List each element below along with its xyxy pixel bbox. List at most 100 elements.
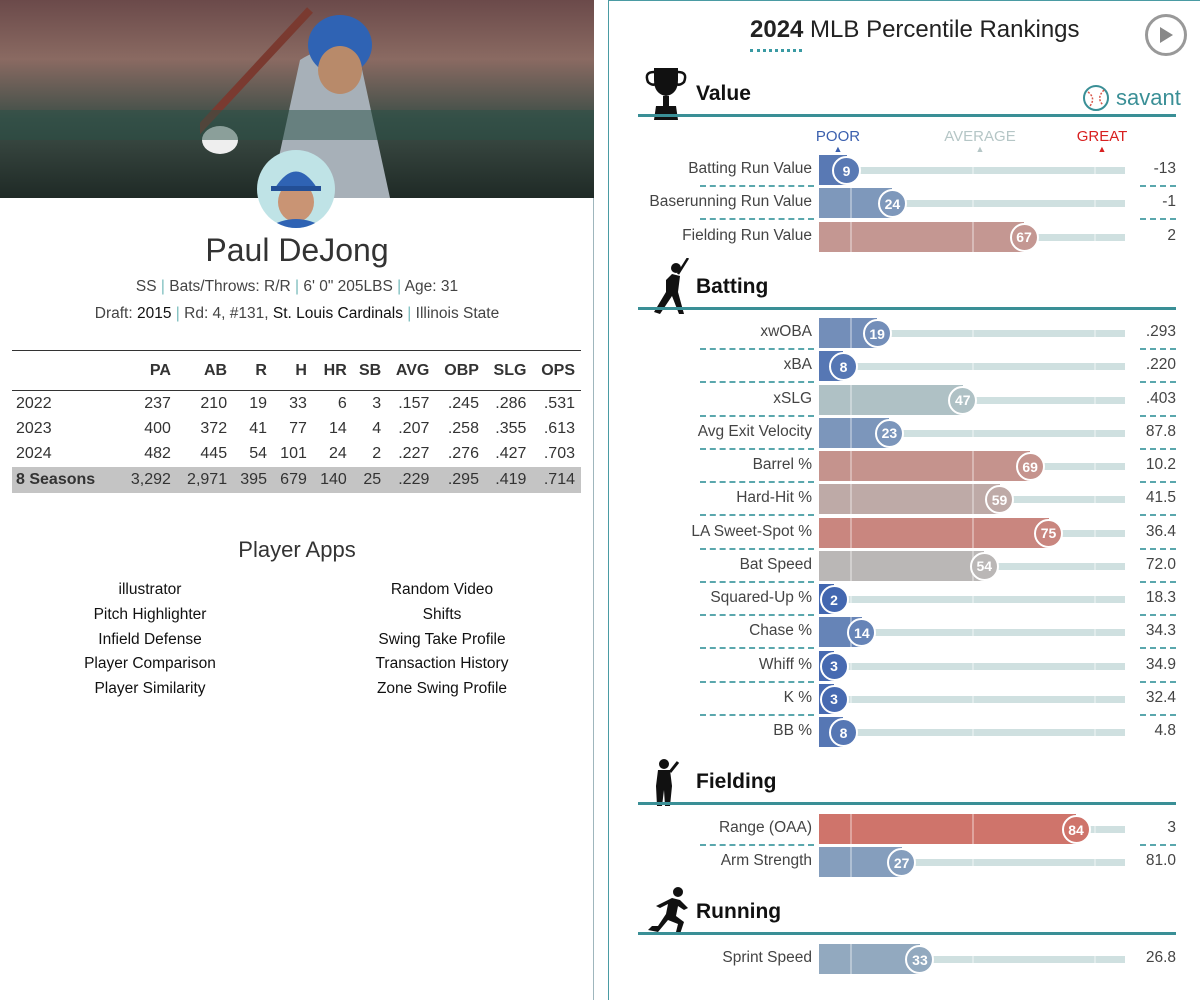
metric-value: .403 [1145, 389, 1176, 407]
metric-label: Fielding Run Value [682, 226, 812, 244]
stats-header-obp: OBP [435, 350, 485, 391]
percentile-badge: 75 [1034, 518, 1063, 548]
percentile-badge: 84 [1061, 815, 1091, 844]
scale-tick [1094, 351, 1097, 382]
percentile-track [819, 596, 1125, 603]
row-separator [1140, 680, 1176, 683]
app-link[interactable]: Pitch Highlighter [93, 605, 207, 623]
scale-tick [849, 847, 852, 878]
player-draft-info: Draft: 2015 | Rd: 4, #131, St. Louis Car… [94, 305, 500, 322]
stats-cell: 482 [144, 445, 171, 463]
percentile-track [819, 629, 1125, 637]
percentile-row[interactable]: Squared-Up % 2 18.3 [638, 583, 1176, 616]
stats-cell: 445 [200, 445, 228, 463]
percentile-track [819, 363, 1125, 371]
app-link[interactable]: Swing Take Profile [378, 630, 506, 648]
stats-cell: .531 [543, 394, 575, 412]
percentile-bar [819, 814, 1077, 844]
title-underline [750, 49, 802, 52]
scale-tick [972, 584, 974, 614]
percentile-badge: 47 [948, 385, 978, 415]
batter-icon [644, 257, 694, 323]
percentile-row[interactable]: LA Sweet-Spot % 75 36.4 [638, 517, 1176, 550]
stats-header-hr: HR [312, 350, 353, 391]
scale-tick [972, 221, 974, 252]
metric-label: Chase % [749, 622, 812, 640]
percentile-row[interactable]: Sprint Speed 33 26.8 [638, 943, 1176, 976]
app-link[interactable]: illustrator [118, 581, 182, 598]
app-link[interactable]: Shifts [422, 605, 462, 623]
percentile-bar [819, 944, 920, 974]
scale-tick [972, 517, 974, 548]
percentile-row[interactable]: Whiff % 3 34.9 [638, 650, 1176, 683]
stats-cell: 25 [352, 467, 388, 493]
row-separator [700, 680, 814, 683]
percentile-track [819, 167, 1125, 174]
percentile-row[interactable]: Chase % 14 34.3 [638, 616, 1176, 650]
row-separator [700, 547, 814, 550]
percentile-rankings-panel [608, 0, 1200, 1000]
percentile-row[interactable]: BB % 8 4.8 [638, 716, 1176, 749]
scale-tick [849, 650, 852, 681]
metric-value: 87.8 [1145, 422, 1176, 440]
scale-tick [972, 484, 974, 515]
stats-cell: .286 [495, 394, 527, 412]
percentile-bar [819, 384, 963, 415]
metric-value: 3 [1167, 819, 1176, 836]
row-separator [700, 514, 814, 517]
play-button[interactable] [1145, 14, 1187, 56]
row-separator [1140, 481, 1176, 483]
percentile-badge: 8 [828, 718, 858, 747]
scale-tick [849, 384, 852, 415]
metric-label: xSLG [773, 389, 812, 407]
percentile-track [819, 330, 1125, 337]
scale-tick [1094, 417, 1097, 448]
row-separator [700, 844, 814, 846]
percentile-row[interactable]: Avg Exit Velocity 23 87.8 [638, 417, 1176, 450]
percentile-badge: 59 [985, 485, 1015, 515]
percentile-row[interactable]: Range (OAA) 84 3 [638, 813, 1176, 846]
stats-cell: .295 [435, 467, 485, 493]
scale-tick [1094, 814, 1097, 844]
section-divider [638, 802, 1176, 805]
stats-header-ab: AB [176, 350, 234, 391]
percentile-row[interactable]: Fielding Run Value 67 2 [638, 221, 1176, 254]
percentile-row[interactable]: Barrel % 69 10.2 [638, 450, 1176, 483]
scale-tick [1094, 484, 1097, 515]
app-link[interactable]: Infield Defense [98, 630, 202, 648]
app-link[interactable]: Transaction History [375, 655, 509, 673]
row-separator [1140, 844, 1176, 846]
percentile-row[interactable]: Baserunning Run Value 24 -1 [638, 187, 1176, 221]
percentile-row[interactable]: K % 3 32.4 [638, 683, 1176, 716]
metric-value: 10.2 [1145, 456, 1176, 473]
metric-value: 72.0 [1145, 555, 1176, 573]
row-separator [1140, 414, 1176, 417]
percentile-badge: 69 [1015, 452, 1045, 481]
app-link[interactable]: Random Video [390, 581, 494, 598]
percentile-track [819, 695, 1125, 703]
stats-cell: 24 [328, 445, 347, 463]
percentile-row[interactable]: xBA 8 .220 [638, 350, 1176, 384]
percentile-row[interactable]: Hard-Hit % 59 41.5 [638, 483, 1176, 517]
stats-cell: 54 [249, 445, 267, 463]
row-separator [700, 647, 814, 650]
row-separator [700, 185, 814, 187]
stats-cell: .207 [398, 419, 430, 437]
metric-value: 18.3 [1145, 589, 1176, 606]
percentile-row[interactable]: xSLG 47 .403 [638, 384, 1176, 417]
percentile-row[interactable]: Batting Run Value 9 -13 [638, 154, 1176, 187]
play-icon [1160, 27, 1173, 43]
app-link[interactable]: Player Comparison [84, 655, 216, 673]
stats-cell: 679 [272, 467, 313, 493]
metric-label: Avg Exit Velocity [697, 422, 812, 440]
percentile-row[interactable]: Bat Speed 54 72.0 [638, 550, 1176, 583]
metric-value: 34.9 [1145, 655, 1176, 673]
app-link[interactable]: Zone Swing Profile [376, 680, 508, 698]
stats-cell: 3 [372, 394, 382, 412]
app-link[interactable]: Player Similarity [94, 680, 206, 698]
percentile-row[interactable]: xwOBA 19 .293 [638, 317, 1176, 350]
percentile-row[interactable]: Arm Strength 27 81.0 [638, 846, 1176, 879]
savant-logo[interactable]: savant [1082, 84, 1181, 112]
scale-tick [849, 188, 852, 219]
metric-value: 32.4 [1145, 688, 1176, 706]
